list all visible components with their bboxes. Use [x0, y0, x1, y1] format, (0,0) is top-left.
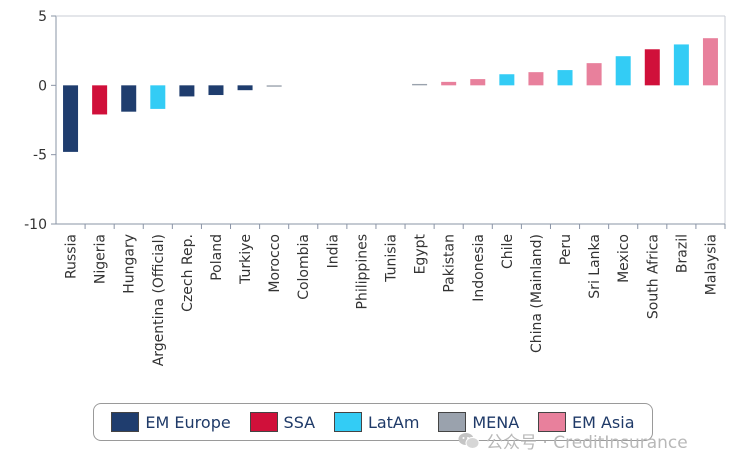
chart-labels: Russia Nigeria Hungary Argentina (Official)…: [64, 234, 720, 367]
wechat-icon: [458, 432, 480, 449]
bar-argentina-official: [150, 85, 166, 109]
x-tick-label: India: [325, 234, 341, 268]
bar-czech-rep: [179, 85, 195, 97]
x-tick-label: Chile: [500, 234, 516, 269]
legend-swatch: [537, 412, 566, 432]
legend-swatch: [111, 412, 140, 432]
legend-label: SSA: [283, 412, 316, 432]
bar-morocco: [266, 85, 282, 87]
legend-swatch: [333, 412, 362, 432]
watermark-text: 公众号 · CreditInsurance: [486, 433, 688, 453]
chart-legend: EM Europe SSA LatAm MENA EM Asia: [93, 403, 653, 441]
legend-label: EM Europe: [145, 412, 231, 432]
x-tick-label: Sri Lanka: [587, 234, 603, 299]
x-tick-label: Czech Rep.: [180, 234, 196, 312]
x-tick-label: Brazil: [674, 234, 690, 273]
x-tick-label: Indonesia: [471, 234, 487, 302]
bar-hungary: [121, 85, 137, 112]
legend-item-em-asia[interactable]: EM Asia: [537, 412, 635, 432]
legend-label: EM Asia: [571, 412, 635, 432]
bar-pakistan: [441, 81, 457, 86]
x-tick-label: Malaysia: [703, 234, 719, 295]
legend-item-latam[interactable]: LatAm: [333, 412, 420, 432]
legend-label: LatAm: [367, 412, 420, 432]
y-tick-label: -10: [24, 217, 47, 233]
x-tick-label: Nigeria: [93, 234, 109, 284]
y-tick-label: -5: [33, 148, 47, 164]
legend-item-mena[interactable]: MENA: [438, 412, 519, 432]
legend-swatch: [249, 412, 278, 432]
legend-swatch: [438, 412, 467, 432]
bar-peru: [557, 70, 573, 86]
x-tick-label: South Africa: [645, 234, 661, 319]
x-tick-label: Mexico: [616, 234, 632, 283]
x-tick-label: Argentina (Official): [151, 234, 167, 366]
x-tick-label: Russia: [64, 234, 80, 279]
x-tick-label: Pakistan: [442, 234, 458, 293]
bar-china-mainland: [528, 72, 544, 86]
watermark: 公众号 · CreditInsurance: [458, 428, 688, 453]
x-tick-label: Peru: [558, 234, 574, 265]
bar-turkiye: [237, 85, 253, 91]
bar-mexico: [615, 56, 631, 86]
x-tick-label: Colombia: [296, 234, 312, 300]
bar-south-africa: [644, 49, 660, 86]
bar-brazil: [673, 44, 689, 86]
bar-poland: [208, 85, 224, 96]
legend-item-em-europe[interactable]: EM Europe: [111, 412, 231, 432]
legend-label: MENA: [472, 412, 520, 432]
bar-malaysia: [702, 38, 718, 86]
y-tick-label: 5: [38, 9, 47, 25]
x-tick-label: Morocco: [267, 234, 283, 293]
legend-item-ssa[interactable]: SSA: [249, 412, 316, 432]
bar-sri-lanka: [586, 63, 602, 86]
x-tick-label: Tunisia: [384, 234, 400, 283]
x-tick-label: Hungary: [122, 234, 138, 294]
x-tick-label: Poland: [209, 234, 225, 281]
x-tick-label: Philippines: [354, 234, 370, 309]
chart-axes: 5 0 -5 -10: [24, 9, 726, 233]
bar-chart: 5 0 -5 -10 Russia Nigeria Hungary Argentina (O…: [24, 9, 726, 367]
x-tick-label: China (Mainland): [529, 234, 545, 353]
bar-nigeria: [92, 85, 108, 115]
y-tick-label: 0: [38, 78, 47, 94]
chart-bars: [63, 38, 718, 152]
bar-chile: [499, 74, 515, 86]
x-tick-label: Turkiye: [238, 234, 254, 285]
bar-egypt: [412, 83, 428, 86]
bar-russia: [63, 85, 79, 152]
bar-indonesia: [470, 79, 486, 86]
x-tick-label: Egypt: [413, 234, 429, 275]
